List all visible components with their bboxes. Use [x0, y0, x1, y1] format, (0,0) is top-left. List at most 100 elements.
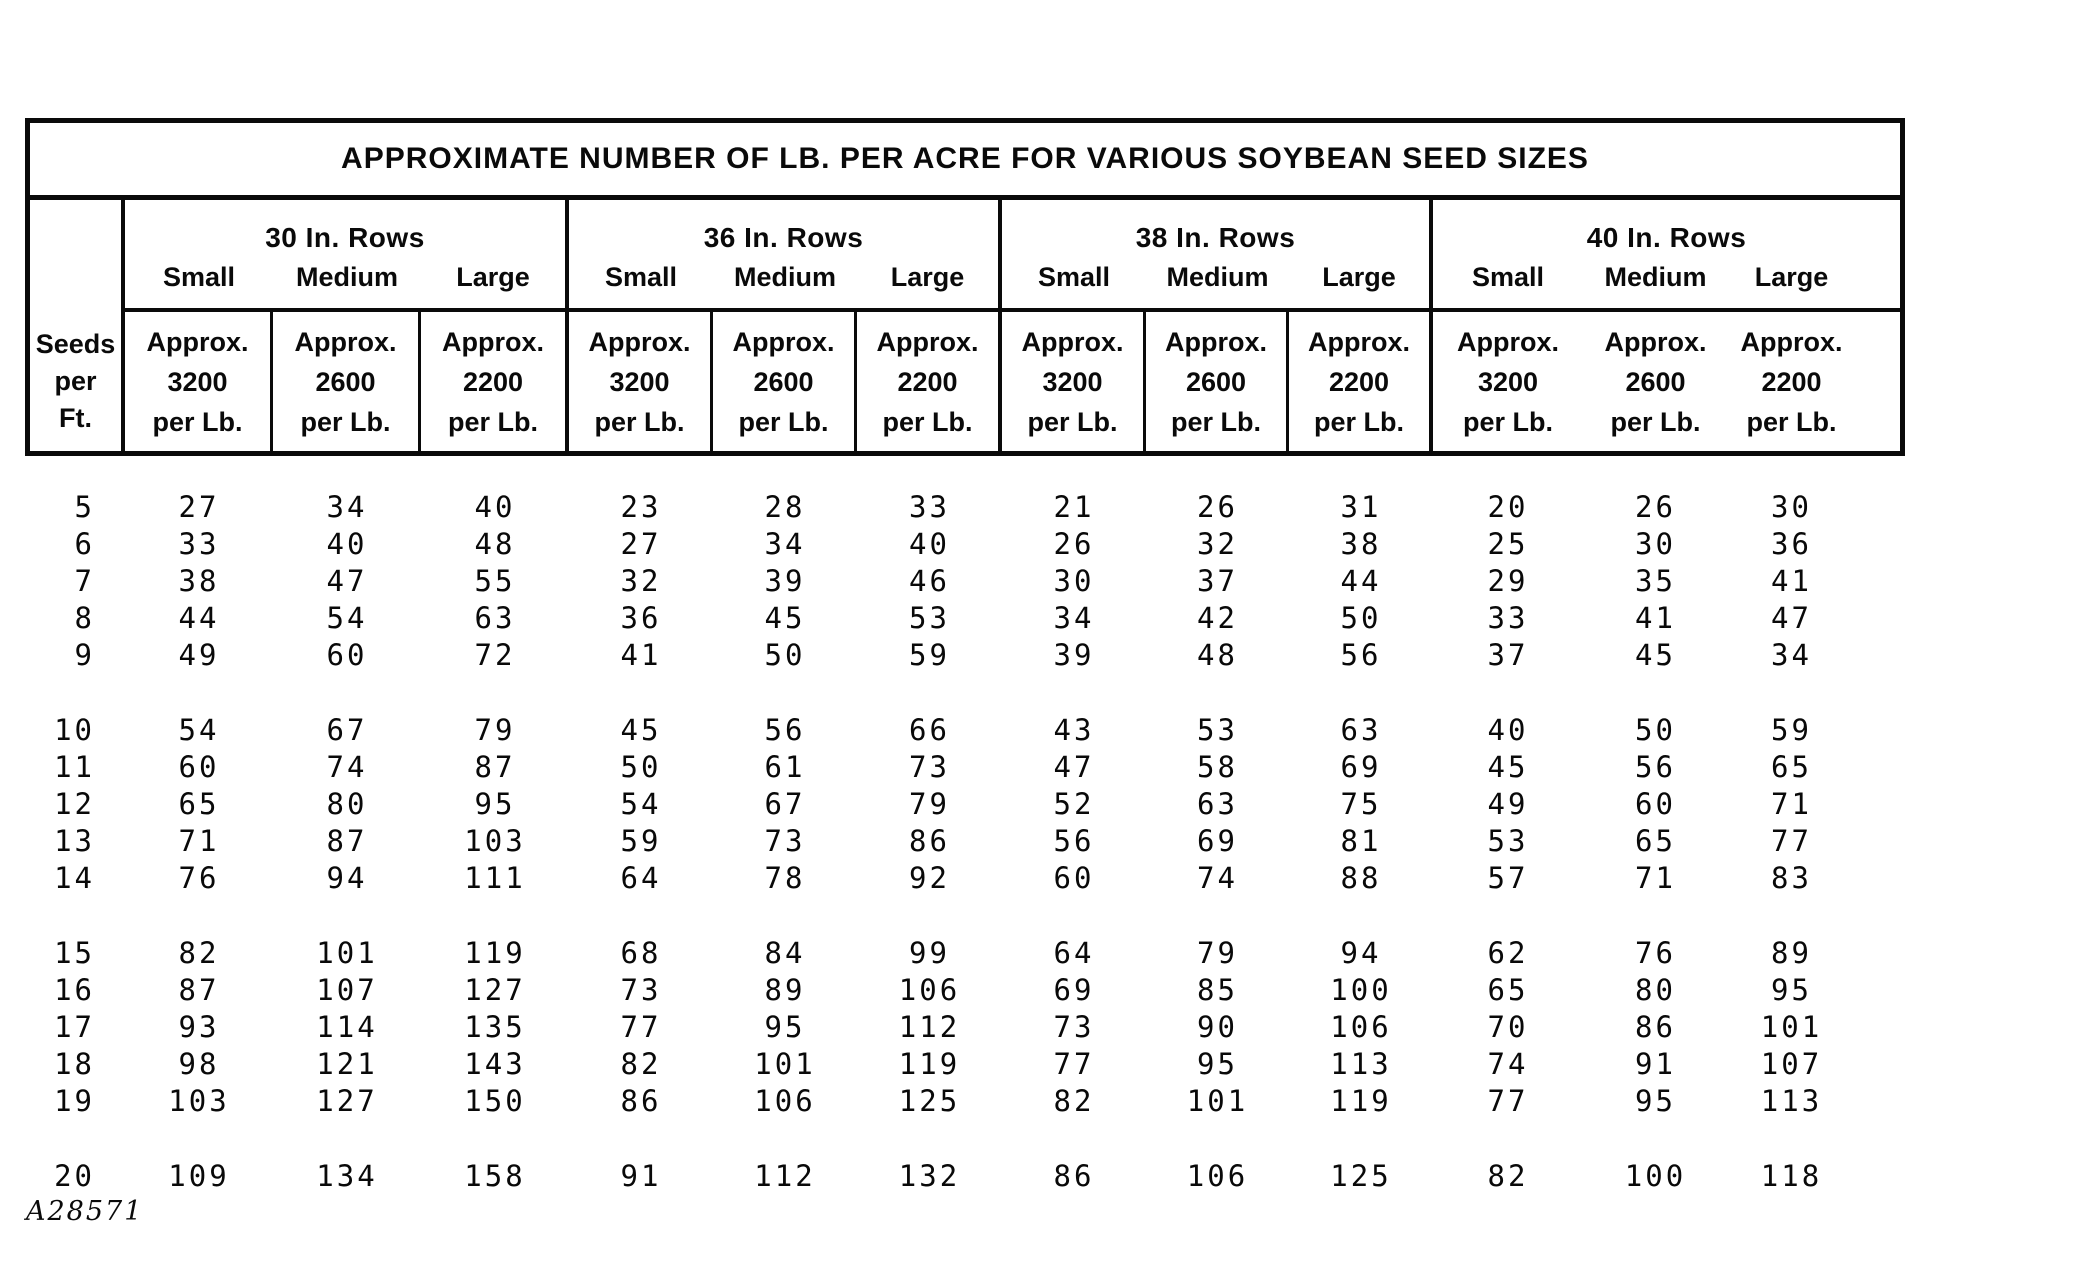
lb-per-acre-value: 67 [326, 712, 368, 747]
lb-per-acre-value: 70 [1487, 1009, 1529, 1044]
lb-per-acre-value: 39 [764, 563, 806, 598]
lb-per-acre-value: 52 [1053, 786, 1095, 821]
subheader-line: per Lb. [447, 407, 538, 437]
lb-per-acre-value: 74 [1197, 860, 1238, 895]
lb-per-acre-value: 34 [1771, 637, 1812, 672]
subheader-line: 2200 [462, 367, 524, 397]
lb-per-acre-value: 41 [1635, 600, 1676, 635]
lb-per-acre-value: 28 [764, 489, 806, 524]
lb-per-acre-value: 59 [1771, 712, 1812, 747]
lb-per-acre-value: 50 [764, 637, 806, 672]
seeds-per-lb-header: Approx. 2200 per Lb. [421, 312, 569, 451]
lb-per-acre-value: 101 [754, 1046, 816, 1081]
lb-per-acre-value: 26 [1053, 526, 1095, 561]
row-spacing-group-header: 30 In. Rows Small Medium Large [125, 200, 569, 308]
lb-per-acre-value: 119 [464, 935, 526, 970]
size-label: Large [890, 262, 965, 292]
lb-per-acre-value: 100 [1624, 1158, 1687, 1193]
lb-per-acre-value: 62 [1487, 935, 1529, 970]
lb-per-acre-value: 73 [909, 749, 950, 784]
table-row: 13 71 87 103 59 73 86 56 69 81 53 65 77 [30, 822, 1900, 859]
lb-per-acre-value: 60 [1053, 860, 1095, 895]
lb-per-acre-value: 98 [178, 1046, 220, 1081]
size-label: Small [1037, 262, 1111, 292]
seeds-per-ft-value: 8 [74, 600, 95, 635]
subheader-line: 2600 [315, 367, 376, 397]
lb-per-acre-value: 89 [1771, 935, 1812, 970]
subheader-line: Approx. [146, 327, 249, 357]
lb-per-acre-value: 101 [1760, 1009, 1823, 1044]
seeds-per-lb-header: Approx. 3200 per Lb. [569, 312, 713, 451]
lb-per-acre-value: 26 [1197, 489, 1238, 524]
lb-per-acre-value: 55 [474, 563, 516, 598]
seeds-per-lb-header: Approx. 2200 per Lb. [857, 312, 1002, 451]
seeds-per-ft-value: 16 [54, 972, 95, 1007]
table-title: APPROXIMATE NUMBER OF LB. PER ACRE FOR V… [30, 123, 1900, 200]
lb-per-acre-value: 47 [1053, 749, 1095, 784]
lb-per-acre-value: 68 [620, 935, 662, 970]
lb-per-acre-value: 23 [620, 489, 662, 524]
seeds-per-ft-value: 18 [54, 1046, 95, 1081]
lb-per-acre-value: 112 [898, 1009, 961, 1044]
lb-per-acre-value: 64 [1053, 935, 1095, 970]
lb-per-acre-value: 80 [1635, 972, 1676, 1007]
lb-per-acre-value: 95 [1635, 1083, 1676, 1118]
subheader-line: per Lb. [1610, 407, 1701, 437]
lb-per-acre-value: 82 [1487, 1158, 1529, 1193]
subheader-line: Approx. [1021, 327, 1124, 357]
lb-per-acre-value: 38 [178, 563, 220, 598]
seeds-header-line: Ft. [59, 403, 92, 433]
lb-per-acre-value: 106 [1186, 1158, 1249, 1193]
size-label: Medium [1604, 262, 1707, 292]
lb-per-acre-value: 127 [464, 972, 526, 1007]
row-spacing-group-header: 36 In. Rows Small Medium Large [569, 200, 1002, 308]
lb-per-acre-value: 119 [1330, 1083, 1392, 1118]
table-row: 5 27 34 40 23 28 33 21 26 31 20 26 30 [30, 488, 1900, 525]
lb-per-acre-value: 65 [178, 786, 220, 821]
seeds-per-lb-header: Approx. 3200 per Lb. [125, 312, 273, 451]
lb-per-acre-value: 73 [620, 972, 662, 1007]
size-label: Small [604, 262, 678, 292]
lb-per-acre-value: 34 [326, 489, 368, 524]
lb-per-acre-value: 132 [898, 1158, 961, 1193]
seeds-header-line: per [54, 366, 97, 396]
lb-per-acre-value: 78 [764, 860, 806, 895]
lb-per-acre-value: 42 [1197, 600, 1238, 635]
lb-per-acre-value: 71 [1771, 786, 1812, 821]
lb-per-acre-value: 112 [754, 1158, 816, 1193]
subheader-line: 3200 [167, 367, 228, 397]
lb-per-acre-value: 34 [1053, 600, 1095, 635]
lb-per-acre-value: 90 [1197, 1009, 1238, 1044]
lb-per-acre-value: 79 [909, 786, 950, 821]
lb-per-acre-value: 80 [326, 786, 368, 821]
lb-per-acre-value: 125 [898, 1083, 961, 1118]
row-spacing-group-header: 40 In. Rows Small Medium Large [1433, 200, 1900, 308]
lb-per-acre-value: 48 [474, 526, 516, 561]
subheader-line: per Lb. [1027, 407, 1118, 437]
size-label: Small [1471, 262, 1545, 292]
lb-per-acre-value: 87 [326, 823, 368, 858]
lb-per-acre-value: 91 [620, 1158, 662, 1193]
lb-per-acre-value: 75 [1340, 786, 1382, 821]
lb-per-acre-value: 54 [178, 712, 220, 747]
group-header-row: 30 In. Rows Small Medium Large 36 In. Rows Sm… [125, 200, 1900, 312]
group-label: 30 In. Rows [265, 222, 425, 253]
lb-per-acre-value: 40 [1487, 712, 1529, 747]
seeds-per-lb-header: Approx. 2600 per Lb. [273, 312, 421, 451]
lb-per-acre-value: 45 [1635, 637, 1676, 672]
lb-per-acre-value: 60 [1635, 786, 1676, 821]
lb-per-acre-value: 44 [178, 600, 220, 635]
row-group-gap [30, 673, 1900, 711]
seeds-per-lb-header: Approx. 2200 per Lb. [1289, 312, 1433, 451]
table-row: 17 93 114 135 77 95 112 73 90 106 70 86 101 [30, 1008, 1900, 1045]
subheader-line: per Lb. [738, 407, 829, 437]
lb-per-acre-value: 114 [316, 1009, 378, 1044]
lb-per-acre-value: 50 [1340, 600, 1382, 635]
lb-per-acre-value: 86 [1053, 1158, 1095, 1193]
lb-per-acre-value: 93 [178, 1009, 220, 1044]
subheader-line: 2600 [753, 367, 814, 397]
lb-per-acre-value: 89 [764, 972, 806, 1007]
lb-per-acre-value: 119 [898, 1046, 961, 1081]
seeds-per-ft-value: 14 [54, 860, 95, 895]
table-row: 7 38 47 55 32 39 46 30 37 44 29 35 41 [30, 562, 1900, 599]
